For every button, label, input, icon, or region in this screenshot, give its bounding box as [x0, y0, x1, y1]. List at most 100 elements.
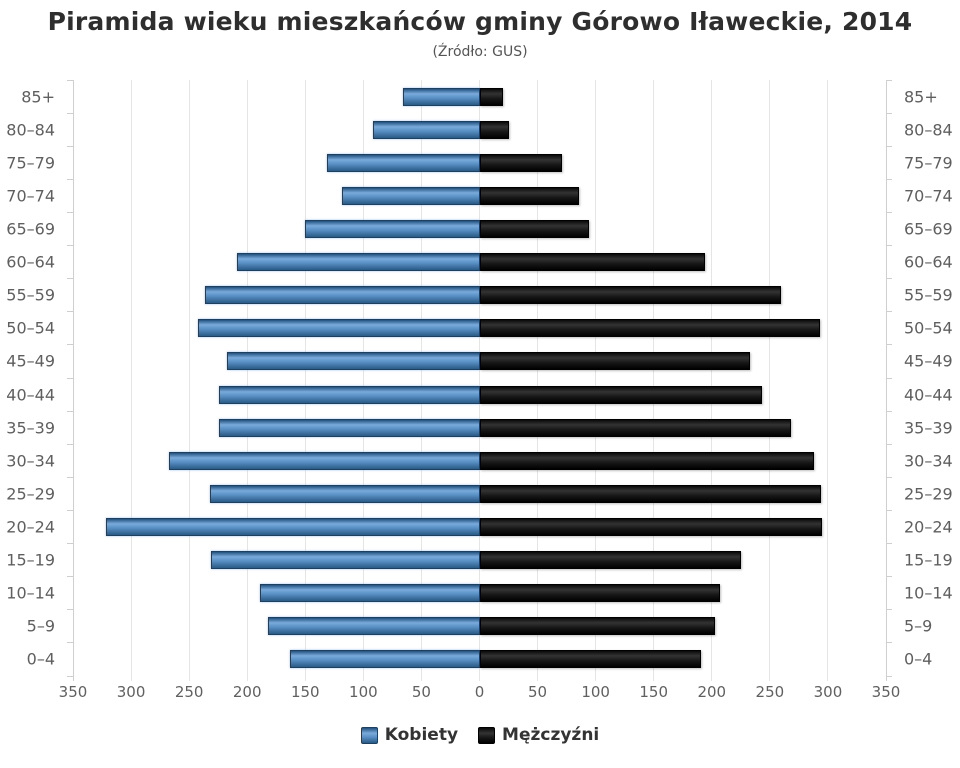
bar-mezczyzni-45–49[interactable]: [479, 352, 751, 371]
bar-mezczyzni-85+[interactable]: [479, 87, 503, 106]
pyramid-row: [73, 146, 886, 179]
bar-mezczyzni-55–59[interactable]: [479, 286, 782, 305]
chart-subtitle: (Źródło: GUS): [432, 44, 528, 60]
y-axis-label: 65–69: [6, 219, 55, 239]
bar-mezczyzni-60–64[interactable]: [479, 253, 705, 272]
y-axis-label: 5–9: [904, 616, 933, 636]
bar-mezczyzni-20–24[interactable]: [479, 517, 823, 536]
y-axis-label: 35–39: [6, 418, 55, 438]
axis-tick: [67, 642, 73, 644]
y-axis-label: 55–59: [6, 285, 55, 305]
axis-tick: [67, 211, 73, 213]
bar-kobiety-85+[interactable]: [402, 87, 480, 106]
y-axis-label: 20–24: [904, 517, 953, 537]
axis-tick: [67, 675, 73, 677]
bar-kobiety-75–79[interactable]: [327, 153, 480, 172]
axis-tick: [67, 377, 73, 379]
bar-mezczyzni-80–84[interactable]: [479, 120, 509, 139]
y-axis-label: 75–79: [6, 153, 55, 173]
y-axis-label: 40–44: [904, 385, 953, 405]
gridline: [769, 80, 771, 681]
pyramid-row: [73, 411, 886, 444]
y-axis-label: 70–74: [6, 186, 55, 206]
y-axis-label: 55–59: [904, 285, 953, 305]
y-axis-label: 40–44: [6, 385, 55, 405]
axis-tick: [886, 543, 892, 545]
legend-swatch-mezczyzni-icon: [478, 726, 496, 744]
bar-mezczyzni-40–44[interactable]: [479, 385, 762, 404]
bar-kobiety-25–29[interactable]: [210, 484, 480, 503]
bar-mezczyzni-35–39[interactable]: [479, 418, 791, 437]
x-tick-label: 250: [755, 683, 785, 701]
pyramid-row: [73, 179, 886, 212]
bar-mezczyzni-25–29[interactable]: [479, 484, 821, 503]
bar-mezczyzni-30–34[interactable]: [479, 451, 814, 470]
bar-kobiety-60–64[interactable]: [236, 253, 480, 272]
x-tick-label: 100: [349, 683, 378, 701]
bar-kobiety-15–19[interactable]: [211, 551, 480, 570]
x-tick-label: 200: [232, 683, 262, 701]
bar-kobiety-30–34[interactable]: [169, 451, 480, 470]
bar-kobiety-20–24[interactable]: [105, 517, 480, 536]
axis-line: [885, 80, 887, 681]
axis-tick: [886, 145, 892, 147]
bar-kobiety-80–84[interactable]: [372, 120, 480, 139]
gridline: [653, 80, 655, 681]
y-axis-labels-left: 85+ 80–84 75–79 70–74 65–69 60–64 55–59 50–54 45…: [0, 80, 64, 676]
bar-kobiety-55–59[interactable]: [205, 286, 480, 305]
pyramid-row: [73, 345, 886, 378]
pyramid-row: [73, 444, 886, 477]
bar-mezczyzni-65–69[interactable]: [479, 219, 589, 238]
y-axis-label: 25–29: [6, 484, 55, 504]
bar-kobiety-0–4[interactable]: [290, 650, 480, 669]
bar-kobiety-5–9[interactable]: [268, 617, 480, 636]
bar-mezczyzni-75–79[interactable]: [479, 153, 562, 172]
legend-item-kobiety[interactable]: Kobiety: [360, 725, 458, 745]
bar-kobiety-50–54[interactable]: [198, 319, 480, 338]
gridline: [537, 80, 539, 681]
bar-mezczyzni-10–14[interactable]: [479, 584, 720, 603]
bar-kobiety-35–39[interactable]: [219, 418, 480, 437]
bar-mezczyzni-70–74[interactable]: [479, 186, 580, 205]
y-axis-label: 60–64: [6, 252, 55, 272]
axis-tick: [67, 576, 73, 578]
bar-kobiety-70–74[interactable]: [342, 186, 480, 205]
axis-tick: [886, 211, 892, 213]
axis-tick: [886, 509, 892, 511]
gridline: [595, 80, 597, 681]
legend-swatch-kobiety-icon: [360, 726, 378, 744]
gridline: [827, 80, 829, 681]
pyramid-row: [73, 610, 886, 643]
y-axis-label: 70–74: [904, 186, 953, 206]
y-axis-label: 50–54: [904, 318, 953, 338]
gridline: [304, 80, 306, 681]
y-axis-label: 50–54: [6, 318, 55, 338]
bar-mezczyzni-15–19[interactable]: [479, 551, 741, 570]
axis-tick: [886, 642, 892, 644]
bar-kobiety-40–44[interactable]: [219, 385, 480, 404]
pyramid-row: [73, 510, 886, 543]
bar-mezczyzni-50–54[interactable]: [479, 319, 820, 338]
pyramid-row: [73, 477, 886, 510]
bar-mezczyzni-0–4[interactable]: [479, 650, 702, 669]
axis-tick: [886, 344, 892, 346]
bar-kobiety-45–49[interactable]: [227, 352, 480, 371]
bar-kobiety-10–14[interactable]: [260, 584, 480, 603]
pyramid-row: [73, 643, 886, 676]
y-axis-label: 15–19: [6, 550, 55, 570]
x-tick-label: 150: [639, 683, 669, 701]
y-axis-label: 65–69: [904, 219, 953, 239]
axis-tick: [886, 609, 892, 611]
y-axis-label: 20–24: [6, 517, 55, 537]
axis-tick: [67, 178, 73, 180]
axis-tick: [67, 311, 73, 313]
y-axis-label: 75–79: [904, 153, 953, 173]
y-axis-label: 45–49: [6, 351, 55, 371]
x-tick-label: 300: [116, 683, 146, 701]
legend-item-mezczyzni[interactable]: Mężczyźni: [478, 725, 599, 745]
y-axis-label: 10–14: [904, 583, 953, 603]
bar-mezczyzni-5–9[interactable]: [479, 617, 716, 636]
bar-kobiety-65–69[interactable]: [305, 219, 480, 238]
x-tick-label: 0: [474, 683, 485, 701]
y-axis-label: 60–64: [904, 252, 953, 272]
